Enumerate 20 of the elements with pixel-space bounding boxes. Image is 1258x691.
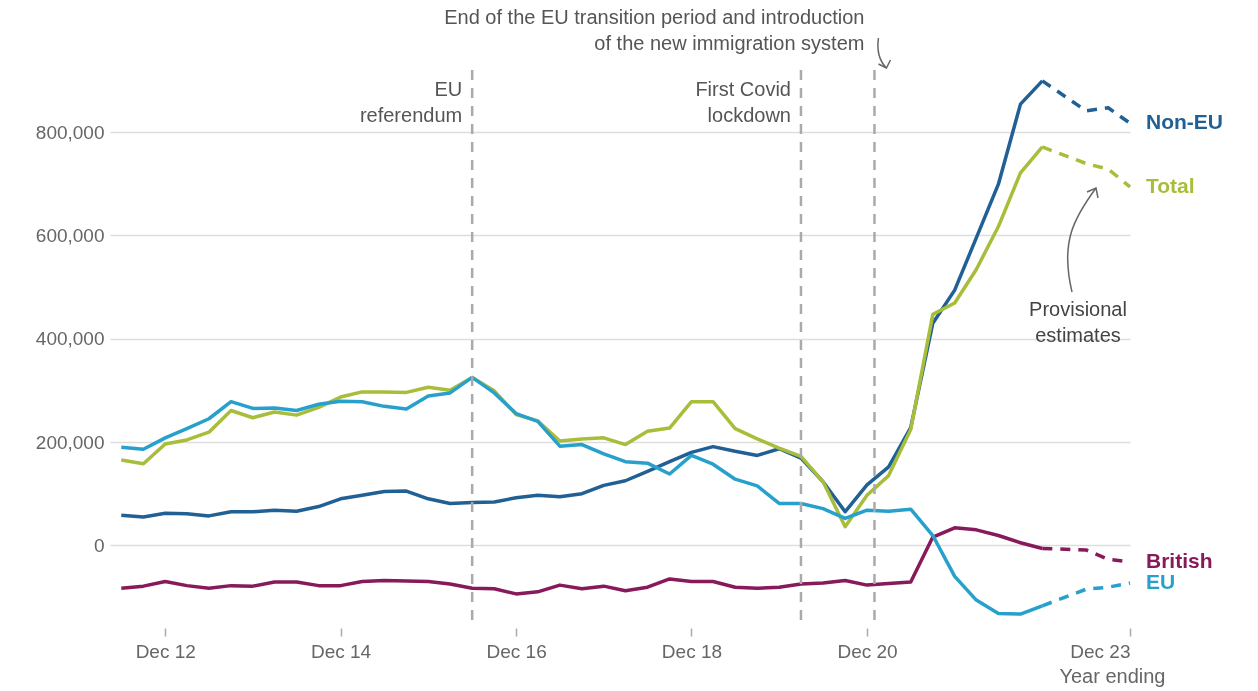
x-tick-label: Dec 20	[837, 640, 898, 662]
ref-line-label: EU referendum	[359, 78, 463, 126]
ref-line-label: End of the EU transition period and introduction of the new immigration system	[444, 6, 865, 54]
y-tick-label: 800,000	[35, 121, 105, 143]
series-label: British	[1146, 548, 1213, 572]
ref-line-label: First Covid lockdown	[695, 78, 791, 126]
series-label: EU	[1146, 570, 1176, 594]
y-tick-label: 200,000	[35, 431, 105, 453]
x-tick-label: Dec 18	[661, 640, 723, 662]
x-tick-label: Dec 12	[135, 640, 196, 662]
series-label: Non-EU	[1146, 110, 1223, 134]
x-tick-label: Dec 16	[486, 640, 547, 662]
y-tick-label: 600,000	[35, 224, 105, 246]
x-axis-title: Year ending	[1059, 664, 1166, 687]
y-tick-label: 0	[93, 534, 105, 556]
annotation: Provisional estimates	[1029, 298, 1127, 346]
series-label: Total	[1146, 173, 1195, 197]
y-tick-label: 400,000	[35, 328, 105, 350]
x-tick-label: Dec 14	[310, 640, 372, 662]
x-tick-label: Dec 23	[1070, 640, 1131, 662]
